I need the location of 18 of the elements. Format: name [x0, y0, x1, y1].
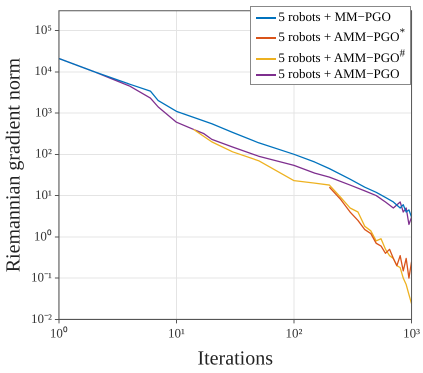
legend-label: 5 robots + AMM−PGO$^{*}$ — [278, 27, 405, 44]
x-tick-label: 10² — [286, 326, 303, 341]
y-tick-label: 10² — [34, 146, 52, 161]
y-axis-title: Riemannian gradient norm — [2, 57, 24, 272]
legend-label: 5 robots + AMM−PGO — [278, 66, 400, 81]
x-tick-label: 10⁰ — [50, 326, 68, 341]
y-tick-label: 10⁻² — [30, 310, 52, 326]
y-tick-label: 10¹ — [34, 187, 52, 202]
y-tick-label: 10⁴ — [34, 63, 52, 78]
x-tick-label: 10¹ — [168, 326, 185, 341]
y-tick-label: 10⁻¹ — [30, 270, 52, 285]
legend-label: 5 robots + MM−PGO — [278, 9, 391, 24]
y-tick-label: 10³ — [34, 104, 52, 120]
y-tick-label: 10⁵ — [34, 22, 52, 37]
x-tick-label: 10³ — [403, 326, 420, 341]
y-tick-label: 10⁰ — [34, 228, 52, 244]
x-axis-title: Iterations — [197, 347, 274, 370]
legend-label: 5 robots + AMM−PGO$^{#}$ — [278, 47, 405, 65]
